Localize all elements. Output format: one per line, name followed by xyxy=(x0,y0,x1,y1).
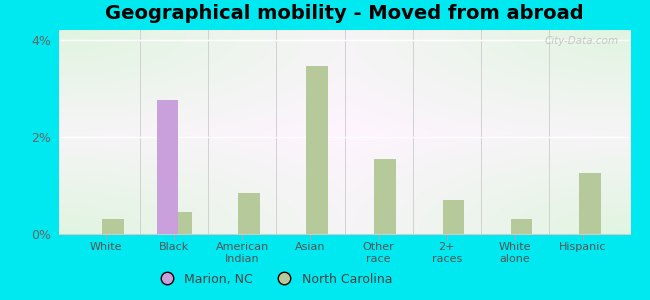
Text: City-Data.com: City-Data.com xyxy=(545,36,619,46)
Legend: Marion, NC, North Carolina: Marion, NC, North Carolina xyxy=(149,268,397,291)
Bar xyxy=(306,66,328,234)
Bar xyxy=(157,100,178,234)
Bar xyxy=(443,200,464,234)
Bar xyxy=(374,159,396,234)
Title: Geographical mobility - Moved from abroad: Geographical mobility - Moved from abroa… xyxy=(105,4,584,23)
Bar xyxy=(511,219,532,234)
Bar xyxy=(578,173,601,234)
Bar xyxy=(239,193,260,234)
Bar xyxy=(170,212,192,234)
Bar xyxy=(102,219,124,234)
